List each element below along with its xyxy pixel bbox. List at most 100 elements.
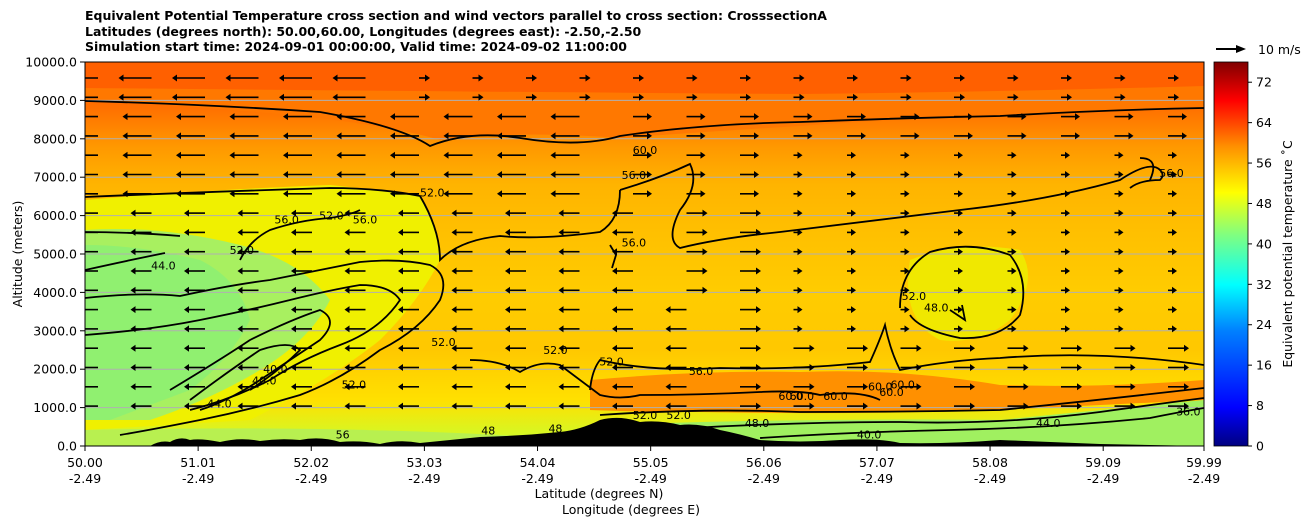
wind-vector [847, 286, 856, 294]
wind-vector [1114, 132, 1134, 140]
wind-vector [954, 248, 963, 256]
wind-vector [336, 113, 366, 121]
y-tick-label: 0.0 [57, 439, 77, 454]
contour-label: 56.0 [1159, 167, 1184, 180]
contour-label: 60.0 [890, 378, 915, 391]
contour-48-lower [85, 284, 402, 411]
wind-vector [1168, 325, 1177, 333]
wind-vector [130, 306, 152, 314]
wind-vector [85, 77, 98, 79]
wind-vector [1061, 306, 1070, 314]
wind-vector [847, 344, 868, 352]
wind-vector [497, 113, 526, 121]
wind-vector [686, 113, 706, 121]
x-tick-label-lon: -2.49 [748, 471, 780, 486]
wind-vector [497, 171, 526, 178]
wind-vector [579, 93, 591, 101]
wind-vector [740, 383, 761, 391]
y-tick-label: 3000.0 [33, 323, 77, 338]
wind-vector [451, 364, 473, 371]
contour-label: 60.0 [879, 386, 904, 399]
contour-label: 52.0 [342, 378, 367, 391]
wind-vector [237, 306, 259, 314]
wind-vector [172, 74, 205, 82]
wind-vector [954, 325, 963, 333]
wind-vector [900, 93, 912, 101]
contour-label: 52.0 [633, 409, 658, 422]
wind-vector [665, 364, 687, 371]
field-yellow-right [908, 246, 1028, 341]
wind-vector [1114, 306, 1124, 314]
wind-vector [451, 402, 473, 410]
wind-vector [398, 286, 419, 294]
colorbar-tick-label: 72 [1256, 75, 1272, 90]
wind-vector [130, 344, 152, 352]
wind-vector [612, 286, 633, 294]
x-tick-label-lat: 57.07 [859, 455, 895, 470]
x-tick-label-lat: 54.04 [520, 455, 556, 470]
wind-vector [900, 383, 922, 391]
wind-vector [612, 325, 633, 333]
wind-vector [1168, 248, 1177, 256]
wind-vector [900, 325, 910, 333]
x-tick-label-lon: -2.49 [634, 471, 666, 486]
wind-vector [1114, 93, 1126, 101]
contour-label: 52.0 [902, 290, 927, 303]
wind-vector [237, 228, 259, 236]
wind-vector [336, 132, 366, 140]
wind-vector [740, 364, 761, 371]
wind-vector [1114, 151, 1124, 159]
wind-vector [954, 209, 963, 217]
wind-vector [390, 132, 419, 140]
wind-vector [793, 113, 813, 121]
contour-label: 52.0 [431, 336, 456, 349]
contour-labels: 60.0 56.0 56.0 52.0 52.0 56.0 52.0 56.0 44.0 40.0… [151, 144, 1200, 441]
contour-label: 48 [548, 423, 562, 436]
wind-vector [237, 402, 259, 410]
contour-label: 44.0 [1036, 417, 1061, 430]
wind-vector [793, 364, 815, 371]
wind-vector [505, 344, 526, 352]
wind-vector [443, 132, 473, 140]
wind-vector [686, 151, 706, 159]
contour-52-upper [85, 187, 621, 263]
wind-vector [550, 113, 580, 121]
wind-vector [847, 325, 856, 333]
wind-vector [398, 383, 419, 391]
wind-vector [1061, 228, 1070, 236]
wind-vector [283, 151, 312, 159]
contour-label: 48 [582, 424, 596, 437]
wind-vector [505, 364, 526, 371]
wind-vector [122, 113, 152, 121]
wind-vector [85, 193, 98, 195]
wind-vectors [85, 74, 1189, 410]
wind-vector [633, 93, 644, 101]
wind-vector [954, 306, 963, 314]
wind-vector [558, 248, 580, 256]
wind-vector [686, 267, 708, 275]
wind-vector [740, 132, 759, 140]
y-tick-label: 5000.0 [33, 247, 77, 262]
wind-vector [1114, 248, 1124, 256]
wind-vector [85, 135, 98, 137]
wind-vector [954, 267, 963, 275]
wind-vector [130, 248, 152, 256]
wind-vector [291, 286, 312, 294]
wind-vector [505, 383, 526, 391]
wind-vector [336, 151, 366, 159]
wind-vector [612, 383, 633, 391]
wind-vector [237, 209, 259, 217]
wind-vector [1061, 402, 1082, 410]
field-band-top-dark [85, 62, 1204, 94]
wind-vector [85, 366, 98, 369]
x-axis: 50.00-2.4951.01-2.4952.02-2.4953.03-2.49… [67, 446, 1222, 486]
wind-vector [847, 209, 856, 217]
wind-vector [847, 364, 868, 371]
wind-vector [793, 190, 803, 198]
wind-vector [398, 364, 419, 371]
wind-vector [419, 74, 430, 82]
wind-vector [451, 306, 473, 314]
wind-vector [665, 325, 687, 333]
wind-vector [900, 364, 922, 371]
chart-title-line-3: Simulation start time: 2024-09-01 00:00:… [85, 39, 627, 54]
